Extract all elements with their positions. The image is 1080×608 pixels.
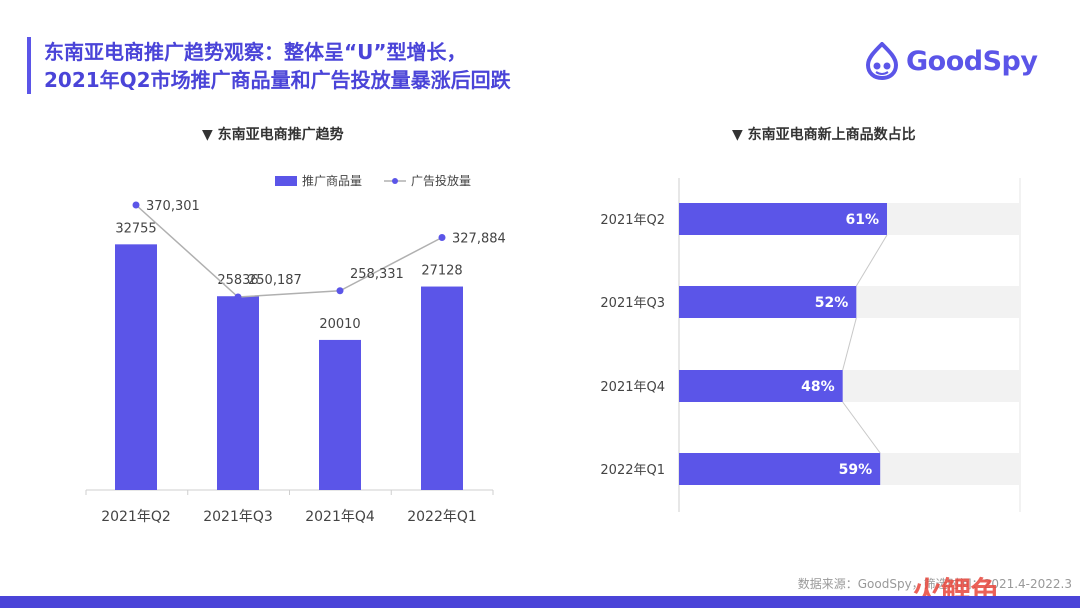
legend-bar-label: 推广商品量	[302, 174, 363, 188]
percent-bar	[679, 370, 843, 402]
x-category-label: 2022年Q1	[407, 509, 477, 525]
title-accent-bar	[27, 37, 31, 94]
y-category-label: 2021年Q4	[600, 380, 665, 395]
y-category-label: 2021年Q3	[600, 296, 665, 311]
goodspy-logo: GoodSpy	[864, 42, 1038, 80]
ad-volume-label: 258,331	[350, 267, 404, 282]
ad-volume-point	[438, 233, 446, 241]
percent-bar	[679, 286, 857, 318]
percent-bar	[679, 453, 881, 485]
bar-value-label: 27128	[421, 264, 462, 279]
ad-volume-point	[234, 293, 242, 301]
legend-item-line: 广告投放量	[384, 172, 471, 189]
legend-line-label: 广告投放量	[411, 174, 472, 188]
ad-volume-point	[336, 287, 344, 295]
ad-volume-label: 370,301	[146, 199, 200, 214]
percent-value-label: 59%	[839, 462, 873, 478]
percent-bar	[679, 203, 888, 235]
right-chart-title: ▼ 东南亚电商新上商品数占比	[732, 127, 916, 143]
percent-value-label: 52%	[815, 295, 849, 311]
bar-value-label: 20010	[319, 317, 360, 332]
bar-promoted-products	[319, 339, 361, 490]
percent-connector	[842, 401, 881, 454]
bar-value-label: 25836	[217, 273, 258, 288]
x-category-label: 2021年Q4	[305, 509, 375, 525]
ad-volume-line	[135, 204, 443, 298]
bottom-accent-bar	[0, 596, 1080, 608]
page-title: 东南亚电商推广趋势观察：整体呈“U”型增长， 2021年Q2市场推广商品量和广告…	[44, 38, 511, 94]
percent-value-label: 61%	[845, 212, 879, 228]
ad-volume-point	[132, 201, 140, 209]
title-line-2: 2021年Q2市场推广商品量和广告投放量暴涨后回跌	[44, 68, 511, 92]
bar-value-label: 32755	[115, 221, 156, 236]
y-category-label: 2021年Q2	[600, 213, 665, 228]
percent-connector	[855, 234, 888, 287]
title-line-1: 东南亚电商推广趋势观察：整体呈“U”型增长，	[44, 40, 467, 64]
ad-volume-label: 250,187	[248, 273, 302, 288]
left-chart-legend: 推广商品量 广告投放量	[275, 172, 493, 189]
percent-connector	[842, 317, 857, 371]
y-category-label: 2022年Q1	[600, 463, 665, 478]
bar-promoted-products	[115, 244, 157, 490]
x-category-label: 2021年Q3	[203, 509, 273, 525]
source-note: 数据来源：GoodSpy，筛选时间：2021.4-2022.3	[797, 577, 1072, 591]
goodspy-logo-icon	[865, 42, 899, 80]
percent-value-label: 48%	[801, 379, 835, 395]
legend-line-swatch	[384, 177, 407, 184]
logo-text: GoodSpy	[906, 45, 1038, 77]
x-category-label: 2021年Q2	[101, 509, 171, 525]
ad-volume-label: 327,884	[452, 231, 506, 246]
legend-item-bar: 推广商品量	[275, 172, 362, 189]
legend-bar-swatch	[275, 175, 297, 186]
left-chart-title: ▼ 东南亚电商推广趋势	[202, 127, 344, 143]
bar-promoted-products	[421, 286, 463, 490]
bar-promoted-products	[217, 296, 259, 490]
